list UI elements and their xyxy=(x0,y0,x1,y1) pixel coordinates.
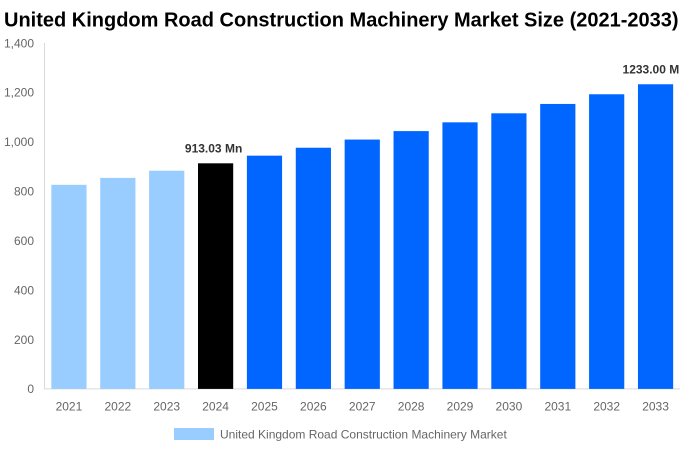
svg-text:2026: 2026 xyxy=(300,400,327,414)
svg-text:0: 0 xyxy=(27,382,34,396)
svg-text:1,000: 1,000 xyxy=(4,135,34,149)
svg-text:2021: 2021 xyxy=(56,400,83,414)
svg-text:1233.00 Mn: 1233.00 Mn xyxy=(623,62,680,76)
svg-text:2025: 2025 xyxy=(251,400,278,414)
svg-text:2022: 2022 xyxy=(104,400,131,414)
svg-text:2030: 2030 xyxy=(496,400,523,414)
svg-text:1,200: 1,200 xyxy=(4,86,34,100)
svg-text:600: 600 xyxy=(14,234,34,248)
svg-text:400: 400 xyxy=(14,283,34,297)
svg-text:United Kingdom Road Constructi: United Kingdom Road Construction Machine… xyxy=(220,428,507,442)
svg-text:2029: 2029 xyxy=(447,400,474,414)
svg-text:2032: 2032 xyxy=(593,400,620,414)
svg-text:2024: 2024 xyxy=(202,400,229,414)
svg-text:1,400: 1,400 xyxy=(4,36,34,50)
svg-text:2033: 2033 xyxy=(642,400,669,414)
svg-text:2027: 2027 xyxy=(349,400,376,414)
svg-text:200: 200 xyxy=(14,333,34,347)
svg-text:2031: 2031 xyxy=(544,400,571,414)
svg-text:913.03 Mn: 913.03 Mn xyxy=(185,141,242,155)
svg-text:United Kingdom Road Constructi: United Kingdom Road Construction Machine… xyxy=(4,10,679,32)
svg-text:2023: 2023 xyxy=(153,400,180,414)
svg-text:800: 800 xyxy=(14,185,34,199)
svg-text:2028: 2028 xyxy=(398,400,425,414)
